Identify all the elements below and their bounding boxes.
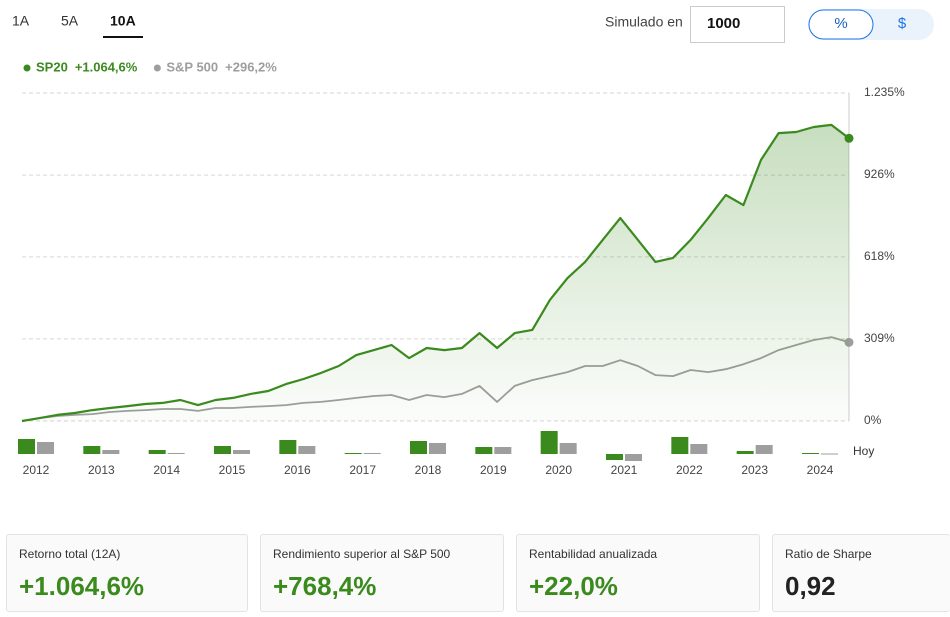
amount-input[interactable] bbox=[690, 6, 785, 43]
y-tick-label: 926% bbox=[864, 167, 895, 181]
end-dot bbox=[844, 133, 854, 143]
annual-bar bbox=[18, 439, 35, 454]
stat-label: Rentabilidad anualizada bbox=[529, 547, 658, 561]
annual-bar bbox=[279, 440, 297, 454]
legend-total: +296,2% bbox=[225, 59, 277, 74]
annual-bar bbox=[37, 442, 54, 454]
legend-name: SP20 bbox=[36, 59, 68, 74]
annual-bar bbox=[233, 450, 250, 454]
annual-bar bbox=[690, 444, 708, 454]
x-tick-label: 2022 bbox=[676, 463, 703, 477]
x-tick-label: 2020 bbox=[545, 463, 572, 477]
annual-bar bbox=[298, 446, 316, 454]
x-tick-label: 2021 bbox=[611, 463, 638, 477]
annual-bar bbox=[802, 453, 819, 454]
x-tick-label: 2018 bbox=[415, 463, 442, 477]
stat-value: 0,92 bbox=[785, 571, 836, 601]
annual-bar bbox=[736, 451, 754, 454]
area bbox=[22, 124, 849, 422]
stat-label: Ratio de Sharpe bbox=[785, 547, 872, 561]
x-tick-label: 2013 bbox=[88, 463, 115, 477]
amount-value: 1000 bbox=[707, 15, 740, 32]
y-tick-label: 309% bbox=[864, 331, 895, 345]
annual-bar bbox=[625, 454, 642, 461]
tab-active[interactable]: 10A bbox=[110, 13, 136, 29]
x-tick-label: 2014 bbox=[153, 463, 180, 477]
x-tick-label: 2016 bbox=[284, 463, 311, 477]
tab[interactable]: 5A bbox=[61, 13, 79, 29]
annual-bar bbox=[148, 450, 166, 454]
annual-bar bbox=[214, 446, 231, 454]
x-tick-label: 2023 bbox=[741, 463, 768, 477]
stat-card: Rentabilidad anualizada +22,0% bbox=[516, 534, 760, 612]
legend-name: S&P 500 bbox=[166, 59, 218, 74]
y-tick-label: 0% bbox=[864, 413, 882, 427]
annual-bar bbox=[821, 453, 838, 455]
tab[interactable]: 1A bbox=[12, 13, 30, 29]
annual-bar bbox=[429, 443, 446, 454]
stat-value: +768,4% bbox=[273, 571, 377, 601]
unit-option[interactable]: % bbox=[834, 15, 847, 32]
annual-bar bbox=[102, 450, 120, 454]
stat-card: Rendimiento superior al S&P 500 +768,4% bbox=[260, 534, 504, 612]
legend-dot bbox=[23, 64, 31, 72]
stat-card: Retorno total (12A) +1.064,6% bbox=[6, 534, 248, 612]
annual-bar bbox=[559, 443, 577, 454]
x-tick-label: 2019 bbox=[480, 463, 507, 477]
x-tick-label: 2012 bbox=[23, 463, 50, 477]
stat-card: Ratio de Sharpe 0,92 bbox=[772, 534, 950, 612]
stat-label: Retorno total (12A) bbox=[19, 547, 121, 561]
y-tick-label: 618% bbox=[864, 249, 895, 263]
y-tick-label: 1.235% bbox=[864, 85, 905, 99]
x-tick-label: 2024 bbox=[807, 463, 834, 477]
annual-bar bbox=[167, 453, 185, 454]
stat-value: +1.064,6% bbox=[19, 571, 145, 601]
stat-value: +22,0% bbox=[529, 571, 618, 601]
annual-bar bbox=[410, 441, 427, 454]
annual-bar bbox=[671, 437, 689, 454]
annual-bar bbox=[755, 445, 773, 454]
annual-bar bbox=[363, 453, 381, 454]
annual-bar bbox=[475, 447, 493, 454]
annual-bar bbox=[540, 431, 558, 454]
x-tick-label: 2017 bbox=[349, 463, 376, 477]
x-tick-label: 2015 bbox=[219, 463, 246, 477]
legend-dot bbox=[153, 64, 161, 72]
annual-bar bbox=[606, 454, 623, 460]
annual-bar bbox=[494, 447, 512, 454]
stat-label: Rendimiento superior al S&P 500 bbox=[273, 547, 451, 561]
tab-underline bbox=[103, 36, 143, 38]
annual-bar bbox=[344, 453, 362, 454]
unit-selected[interactable] bbox=[808, 9, 874, 40]
line bbox=[21, 123, 850, 423]
unit-option[interactable]: $ bbox=[898, 15, 907, 32]
simulator-label: Simulado en bbox=[605, 14, 683, 30]
today-label: Hoy bbox=[853, 444, 874, 458]
legend-total: +1.064,6% bbox=[75, 59, 138, 74]
chart: 1A 5A 10A Simulado en 1000 % $ 0% 309% 618… bbox=[12, 6, 934, 477]
annual-bar bbox=[83, 446, 101, 454]
